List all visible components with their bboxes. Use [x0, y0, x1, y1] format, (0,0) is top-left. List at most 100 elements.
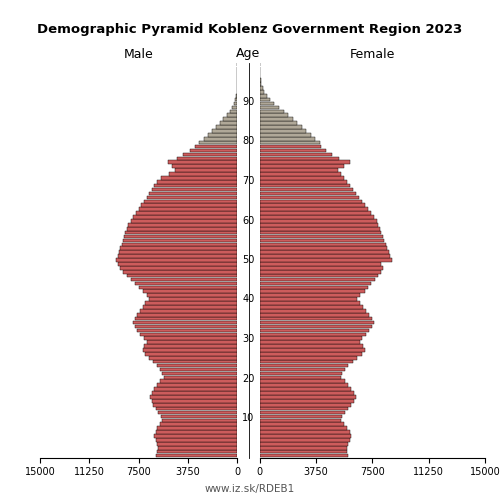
Bar — [260, 454, 348, 458]
Bar — [118, 262, 238, 266]
Bar — [232, 106, 237, 110]
Bar — [260, 340, 360, 344]
Bar — [234, 102, 237, 106]
Bar — [260, 274, 378, 278]
Bar — [149, 356, 238, 360]
Bar — [260, 114, 288, 117]
Bar — [161, 414, 238, 418]
Bar — [260, 168, 338, 172]
Bar — [260, 356, 358, 360]
Bar — [157, 442, 238, 446]
Bar — [260, 133, 311, 136]
Bar — [123, 238, 238, 242]
Bar — [260, 438, 350, 442]
Bar — [160, 422, 238, 426]
Bar — [260, 301, 360, 305]
Bar — [236, 90, 238, 94]
Bar — [260, 380, 346, 383]
Bar — [260, 219, 377, 222]
Bar — [260, 102, 274, 106]
Bar — [260, 254, 390, 258]
Bar — [260, 164, 344, 168]
Bar — [134, 321, 238, 324]
Bar — [260, 180, 347, 184]
Bar — [260, 282, 371, 286]
Bar — [260, 227, 380, 230]
Bar — [260, 290, 365, 293]
Bar — [184, 152, 238, 156]
Text: www.iz.sk/RDEB1: www.iz.sk/RDEB1 — [205, 484, 295, 494]
Bar — [226, 114, 237, 117]
Bar — [260, 395, 356, 398]
Bar — [128, 223, 238, 226]
Bar — [260, 125, 302, 129]
Bar — [130, 278, 238, 281]
Bar — [260, 450, 347, 454]
Bar — [154, 434, 238, 438]
Bar — [260, 152, 332, 156]
Bar — [260, 200, 362, 203]
Bar — [260, 278, 376, 281]
Bar — [260, 215, 374, 219]
Bar — [260, 266, 383, 270]
Bar — [260, 141, 320, 144]
Text: 90: 90 — [242, 97, 254, 107]
Bar — [260, 344, 364, 348]
Bar — [144, 336, 238, 340]
Bar — [260, 98, 270, 102]
Bar — [260, 298, 358, 301]
Bar — [260, 184, 350, 188]
Bar — [157, 384, 238, 387]
Bar — [260, 270, 382, 274]
Bar — [260, 82, 262, 86]
Text: 80: 80 — [242, 136, 254, 146]
Bar — [260, 368, 346, 372]
Bar — [138, 286, 237, 289]
Bar — [161, 176, 238, 180]
Bar — [260, 137, 316, 140]
Bar — [146, 196, 238, 199]
Bar — [260, 172, 341, 176]
Bar — [157, 364, 238, 368]
Bar — [149, 298, 238, 301]
Bar — [260, 403, 352, 406]
Bar — [150, 395, 238, 398]
Bar — [162, 372, 238, 375]
Bar — [152, 391, 238, 395]
Bar — [158, 410, 238, 414]
Title: Male: Male — [124, 48, 154, 62]
Bar — [142, 305, 238, 308]
Bar — [136, 212, 238, 215]
Bar — [160, 380, 238, 383]
Bar — [124, 234, 238, 238]
Bar — [260, 156, 340, 160]
Text: 50: 50 — [242, 255, 254, 265]
Bar — [157, 180, 238, 184]
Bar — [126, 231, 238, 234]
Bar — [260, 376, 341, 379]
Bar — [260, 262, 382, 266]
Title: Female: Female — [350, 48, 395, 62]
Bar — [116, 258, 238, 262]
Bar — [144, 200, 238, 203]
Bar — [195, 145, 238, 148]
Bar — [260, 242, 386, 246]
Bar — [260, 324, 372, 328]
Bar — [153, 360, 238, 364]
Bar — [260, 148, 326, 152]
Bar — [127, 274, 238, 278]
Bar — [204, 137, 238, 140]
Bar — [260, 305, 364, 308]
Bar — [144, 344, 238, 348]
Bar — [164, 376, 238, 379]
Bar — [157, 426, 238, 430]
Bar — [154, 184, 238, 188]
Bar — [260, 434, 352, 438]
Bar — [177, 156, 238, 160]
Bar — [236, 94, 238, 98]
Bar — [260, 212, 371, 215]
Bar — [169, 172, 237, 176]
Bar — [216, 125, 238, 129]
Bar — [176, 168, 238, 172]
Bar — [260, 86, 262, 90]
